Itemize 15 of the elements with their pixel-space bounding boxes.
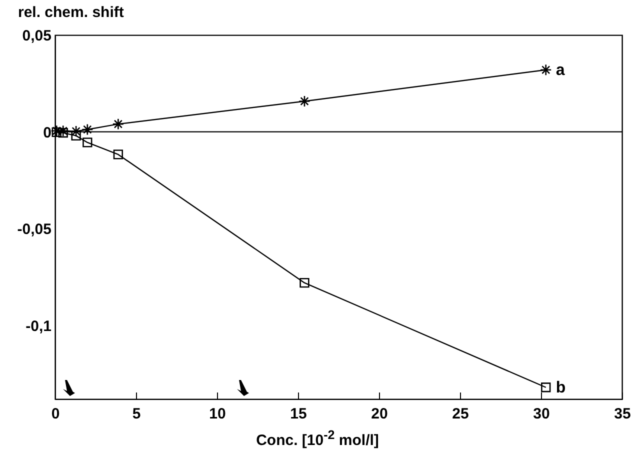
y-axis-title: rel. chem. shift: [18, 4, 124, 21]
series-label: a: [556, 62, 565, 79]
x-tick-label: 25: [452, 406, 469, 422]
x-tick-label: 35: [614, 406, 631, 422]
series-label: b: [556, 379, 566, 396]
x-tick-label: 5: [132, 406, 141, 422]
y-tick-label: -0,05: [17, 221, 52, 238]
x-tick-label: 10: [209, 406, 226, 422]
x-tick-label: 20: [371, 406, 388, 422]
x-axis-title: Conc. [10$^{-2}$ mol/l]: [255, 428, 380, 449]
y-tick-label: -0,1: [26, 318, 52, 335]
x-tick-label: 30: [533, 406, 550, 422]
x-tick-label: 15: [290, 406, 307, 422]
y-tick-label: 0,05: [22, 28, 52, 44]
y-tick-label: 0: [43, 124, 52, 142]
